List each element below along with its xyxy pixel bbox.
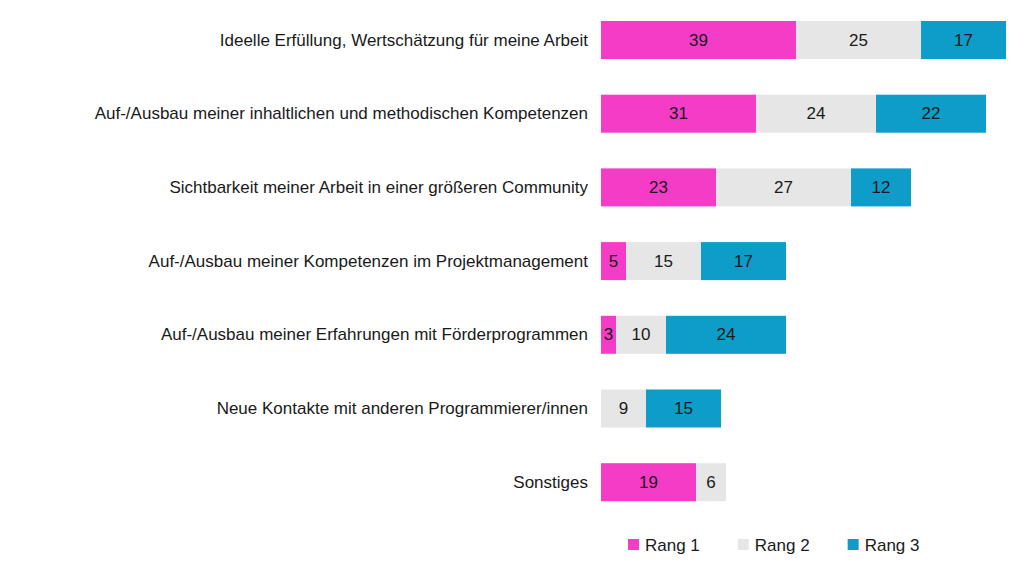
- chart-container: Ideelle Erfüllung, Wertschätzung für mei…: [0, 0, 1024, 571]
- data-label: 25: [849, 31, 868, 50]
- legend-swatch: [738, 539, 749, 550]
- bar-segment: [601, 21, 796, 59]
- bar-segment: [646, 390, 721, 428]
- data-label: 31: [669, 104, 688, 123]
- category-label: Sichtbarkeit meiner Arbeit in einer größ…: [169, 178, 588, 197]
- data-label: 10: [632, 325, 651, 344]
- data-label: 17: [734, 252, 753, 271]
- category-label: Ideelle Erfüllung, Wertschätzung für mei…: [220, 31, 588, 50]
- data-label: 22: [922, 104, 941, 123]
- data-labels: 39 31 23 5 3 19 25 24 27 15 10 9 6 17 22 12 17 24 15: [604, 31, 973, 492]
- data-label: 9: [619, 399, 628, 418]
- data-label: 19: [639, 473, 658, 492]
- data-label: 24: [717, 325, 736, 344]
- bar-segment: [666, 316, 786, 354]
- data-label: 5: [609, 252, 618, 271]
- bar-segment: [601, 242, 626, 280]
- data-label: 24: [807, 104, 826, 123]
- bar-segment: [601, 463, 696, 501]
- bar-segment: [876, 95, 986, 133]
- bar-segment: [796, 21, 921, 59]
- data-label: 39: [689, 31, 708, 50]
- data-label: 15: [654, 252, 673, 271]
- data-label: 3: [604, 325, 613, 344]
- data-label: 27: [774, 178, 793, 197]
- bar-segment: [716, 168, 851, 206]
- data-label: 12: [872, 178, 891, 197]
- bar-segment: [756, 95, 876, 133]
- bar-segment: [851, 168, 911, 206]
- category-label: Auf-/Ausbau meiner Erfahrungen mit Förde…: [161, 325, 588, 344]
- category-label: Neue Kontakte mit anderen Programmierer/…: [217, 399, 588, 418]
- bar-segment: [616, 316, 666, 354]
- bar-segment: [701, 242, 786, 280]
- data-label: 6: [706, 473, 715, 492]
- data-label: 23: [649, 178, 668, 197]
- bars: [601, 21, 1006, 501]
- legend: Rang 1 Rang 2 Rang 3: [628, 536, 919, 555]
- data-label: 17: [954, 31, 973, 50]
- legend-label: Rang 3: [865, 536, 920, 555]
- bar-segment: [626, 242, 701, 280]
- category-label: Auf-/Ausbau meiner Kompetenzen im Projek…: [149, 252, 589, 271]
- bar-segment: [601, 168, 716, 206]
- category-label: Sonstiges: [513, 473, 588, 492]
- legend-label: Rang 1: [645, 536, 700, 555]
- data-label: 15: [674, 399, 693, 418]
- legend-swatch: [848, 539, 859, 550]
- chart: Ideelle Erfüllung, Wertschätzung für mei…: [0, 0, 1024, 571]
- bar-segment: [601, 95, 756, 133]
- legend-label: Rang 2: [755, 536, 810, 555]
- legend-swatch: [628, 539, 639, 550]
- bar-segment: [696, 463, 726, 501]
- bar-segment: [921, 21, 1006, 59]
- bar-segment: [601, 390, 646, 428]
- bar-segment: [601, 316, 616, 354]
- category-label: Auf-/Ausbau meiner inhaltlichen und meth…: [95, 104, 588, 123]
